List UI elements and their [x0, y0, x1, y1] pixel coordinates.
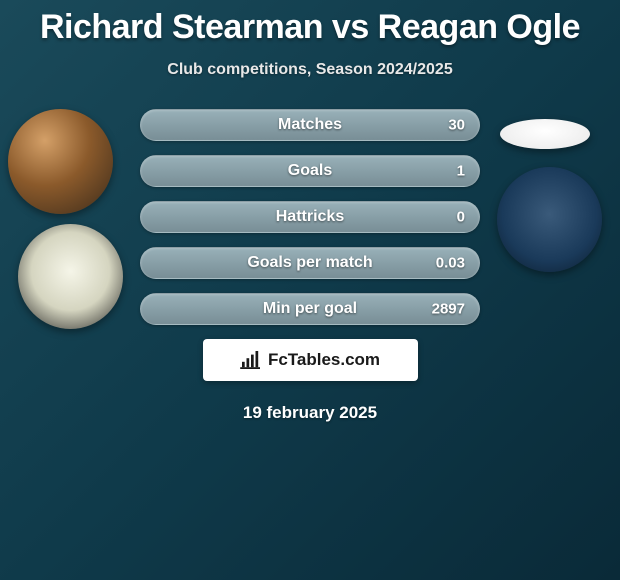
stats-container: Matches 30 Goals 1 Hattricks 0 Goals per…	[140, 109, 480, 325]
stat-value-right: 1	[457, 163, 465, 180]
player2-club-logo	[497, 167, 602, 272]
date-label: 19 february 2025	[0, 403, 620, 423]
stat-label: Min per goal	[263, 300, 357, 318]
brand-text: FcTables.com	[268, 350, 380, 370]
page-title: Richard Stearman vs Reagan Ogle	[0, 0, 620, 47]
stat-label: Hattricks	[276, 208, 344, 226]
stat-value-right: 0	[457, 209, 465, 226]
player2-avatar	[500, 119, 590, 149]
stat-row-hattricks: Hattricks 0	[140, 201, 480, 233]
player1-club-logo	[18, 224, 123, 329]
chart-icon	[240, 351, 262, 369]
stat-value-right: 0.03	[436, 255, 465, 272]
stat-row-matches: Matches 30	[140, 109, 480, 141]
stat-value-right: 2897	[432, 301, 465, 318]
stat-label: Matches	[278, 116, 342, 134]
stat-label: Goals	[288, 162, 332, 180]
comparison-content: Matches 30 Goals 1 Hattricks 0 Goals per…	[0, 109, 620, 423]
stat-value-right: 30	[448, 117, 465, 134]
stat-label: Goals per match	[247, 254, 372, 272]
stat-row-min-per-goal: Min per goal 2897	[140, 293, 480, 325]
subtitle: Club competitions, Season 2024/2025	[0, 61, 620, 79]
branding-badge: FcTables.com	[203, 339, 418, 381]
stat-row-goals: Goals 1	[140, 155, 480, 187]
stat-row-goals-per-match: Goals per match 0.03	[140, 247, 480, 279]
player1-avatar	[8, 109, 113, 214]
